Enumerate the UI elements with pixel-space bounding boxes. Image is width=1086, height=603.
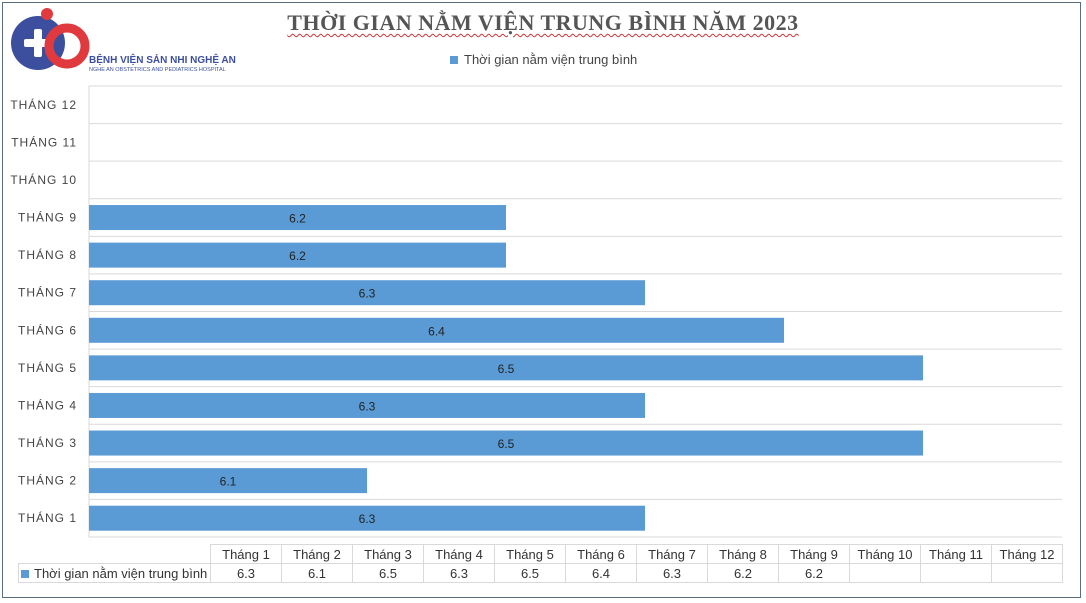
legend: Thời gian nằm viện trung bình — [450, 52, 637, 67]
data-label: 6.5 — [498, 437, 515, 451]
data-table-column-header: Tháng 4 — [423, 544, 495, 564]
category-tick-label: THÁNG 3 — [18, 435, 77, 450]
data-table-series-label: Thời gian nằm viện trung bình — [18, 563, 211, 583]
data-table-column-header: Tháng 3 — [352, 544, 424, 564]
category-tick-label: THÁNG 6 — [18, 322, 77, 337]
data-table-header: Tháng 1 Tháng 2 Tháng 3 Tháng 4 Tháng 5 Tháng… — [19, 544, 1063, 564]
logo-name: BỆNH VIỆN SẢN NHI NGHỆ AN — [89, 53, 236, 66]
legend-swatch — [450, 55, 458, 64]
data-table-column-header: Tháng 2 — [281, 544, 353, 564]
data-table-column-header: Tháng 9 — [778, 544, 850, 564]
data-table-cell: 6.5 — [352, 563, 424, 583]
data-table-cell: 6.2 — [707, 563, 779, 583]
data-table-column-header: Tháng 11 — [920, 544, 992, 564]
bar — [89, 205, 506, 231]
data-table-cell: 6.3 — [423, 563, 495, 583]
data-table-cell: 6.4 — [565, 563, 637, 583]
table-legend-swatch — [21, 570, 29, 579]
bar — [89, 317, 784, 343]
logo-subtitle: NGHE AN OBSTETRICS AND PEDIATRICS HOSPIT… — [89, 67, 226, 73]
data-table-cell: 6.1 — [281, 563, 353, 583]
data-table-cell — [849, 563, 921, 583]
category-tick-label: THÁNG 8 — [18, 247, 77, 262]
data-label: 6.2 — [289, 249, 306, 263]
category-tick-label: THÁNG 1 — [18, 510, 77, 525]
data-label: 6.3 — [359, 399, 376, 413]
data-table-corner — [19, 545, 211, 564]
category-tick-label: THÁNG 12 — [10, 97, 77, 112]
data-table-cell: 6.2 — [778, 563, 850, 583]
bar — [89, 355, 923, 381]
data-table-cell — [991, 563, 1063, 583]
data-table-cell — [920, 563, 992, 583]
bar — [89, 505, 645, 531]
data-label: 6.4 — [428, 324, 445, 338]
data-table-column-header: Tháng 1 — [210, 544, 282, 564]
category-tick-label: THÁNG 10 — [10, 172, 77, 187]
data-table-column-header: Tháng 12 — [991, 544, 1063, 564]
data-label: 6.3 — [359, 287, 376, 301]
bar — [89, 468, 367, 494]
data-table: Tháng 1 Tháng 2 Tháng 3 Tháng 4 Tháng 5 Tháng… — [18, 544, 1063, 583]
chart-title: THỜI GIAN NẰM VIỆN TRUNG BÌNH NĂM 2023 — [287, 10, 799, 35]
data-table-column-header: Tháng 10 — [849, 544, 921, 564]
bar — [89, 242, 506, 268]
data-table-column-header: Tháng 8 — [707, 544, 779, 564]
legend-label: Thời gian nằm viện trung bình — [464, 52, 638, 67]
bar — [89, 430, 923, 456]
bar — [89, 280, 645, 306]
data-table-row: Thời gian nằm viện trung bình 6.3 6.1 6.5 6… — [18, 563, 1063, 583]
data-table-cell: 6.3 — [210, 563, 282, 583]
data-table-column-header: Tháng 6 — [565, 544, 637, 564]
bar-chart: THÁNG 1 6.3 THÁNG 2 6.1 THÁNG 3 6.5 THÁNG 4 6.3… — [10, 85, 1062, 538]
data-label: 6.2 — [289, 212, 306, 226]
category-tick-label: THÁNG 11 — [11, 134, 77, 149]
data-table-column-header: Tháng 7 — [636, 544, 708, 564]
hospital-logo: BỆNH VIỆN SẢN NHI NGHỆ AN NGHE AN OBSTET… — [4, 4, 244, 76]
category-tick-label: THÁNG 4 — [18, 397, 77, 412]
category-tick-label: THÁNG 7 — [18, 285, 77, 300]
category-tick-label: THÁNG 5 — [18, 360, 77, 375]
category-tick-label: THÁNG 2 — [18, 473, 77, 488]
data-table-cell: 6.3 — [636, 563, 708, 583]
data-label: 6.3 — [359, 512, 376, 526]
category-tick-label: THÁNG 9 — [18, 210, 77, 225]
bar — [89, 392, 645, 418]
data-label: 6.1 — [220, 475, 237, 489]
data-label: 6.5 — [498, 362, 515, 376]
data-table-cell: 6.5 — [494, 563, 566, 583]
data-table-column-header: Tháng 5 — [494, 544, 566, 564]
